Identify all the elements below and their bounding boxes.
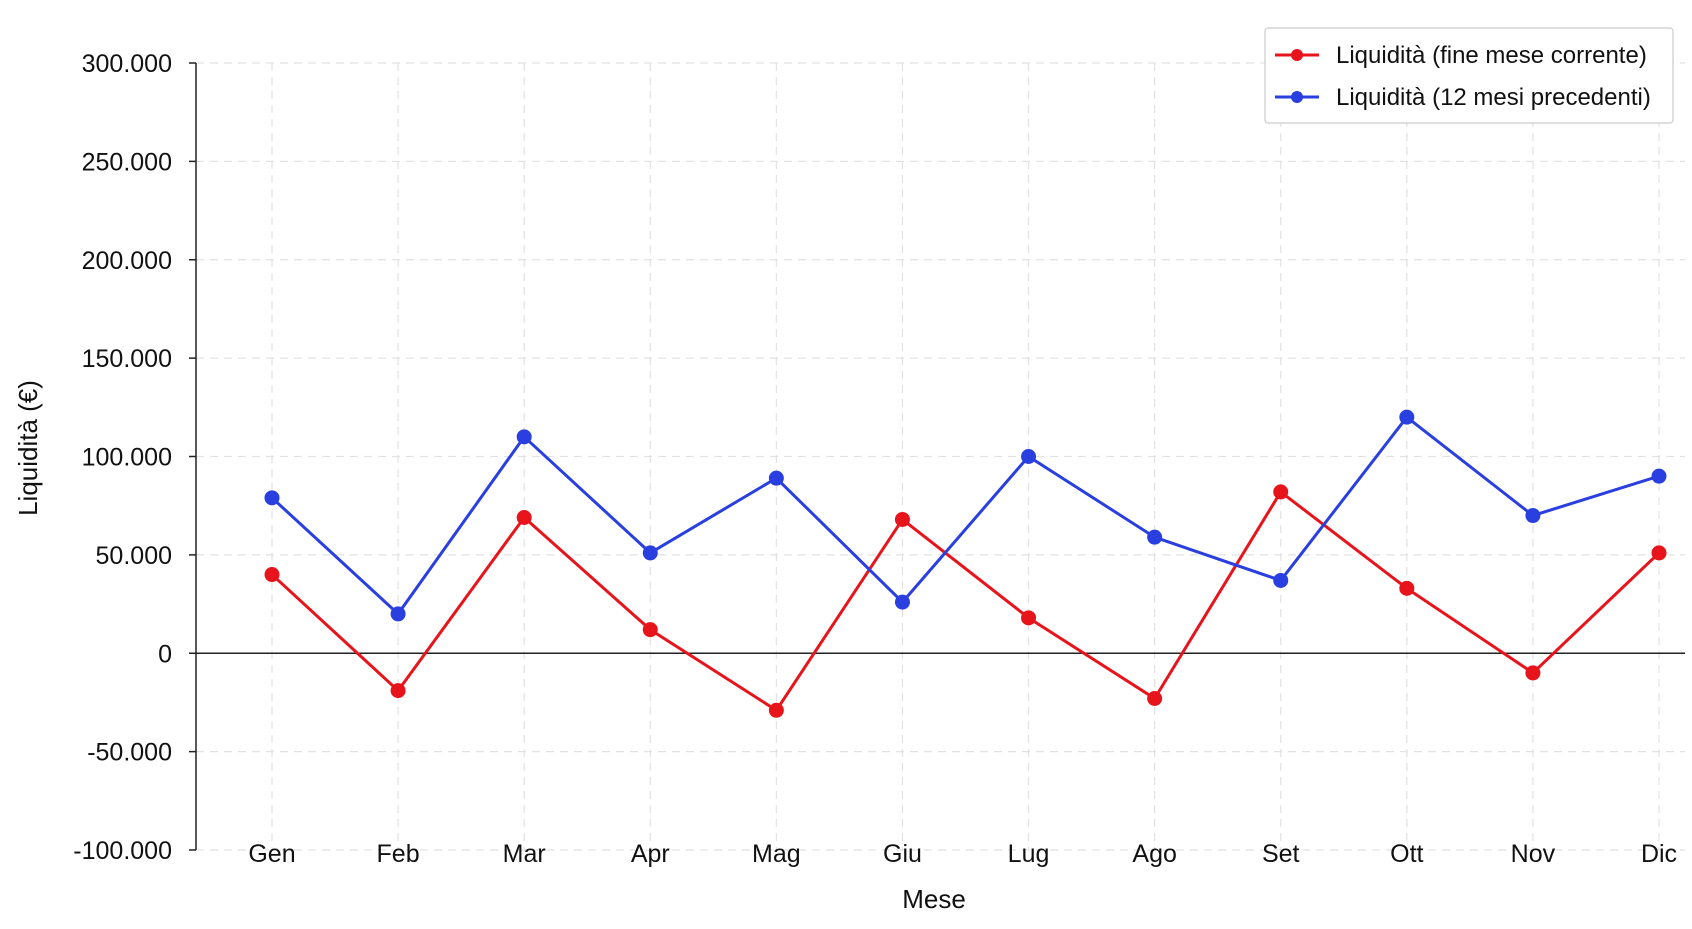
- data-point: [894, 511, 910, 527]
- legend-swatch-marker: [1291, 49, 1303, 61]
- data-point: [1525, 665, 1541, 681]
- data-point: [264, 490, 280, 506]
- data-point: [1021, 610, 1037, 626]
- series-layer: [264, 409, 1667, 718]
- y-tick-label: 50.000: [96, 542, 172, 570]
- data-point: [1273, 572, 1289, 588]
- x-tick-label: Ott: [1390, 840, 1423, 868]
- data-point: [768, 702, 784, 718]
- x-tick-label: Lug: [1008, 840, 1050, 868]
- y-tick-label: 100.000: [82, 444, 172, 472]
- x-tick-label: Mar: [503, 840, 546, 868]
- data-point: [1147, 691, 1163, 707]
- legend-box: [1264, 27, 1674, 124]
- x-tick-label: Ago: [1132, 840, 1176, 868]
- data-point: [768, 470, 784, 486]
- legend-item-0: Liquidità (fine mese corrente): [1275, 42, 1647, 69]
- data-point: [1399, 409, 1415, 425]
- legend-label: Liquidità (12 mesi precedenti): [1336, 84, 1651, 111]
- x-tick-label: Nov: [1511, 840, 1556, 868]
- data-point: [390, 606, 406, 622]
- data-point: [516, 429, 532, 445]
- legend-swatch-marker: [1291, 91, 1303, 103]
- data-point: [390, 683, 406, 699]
- y-tick-label: 0: [158, 640, 172, 668]
- y-tick-label: -50.000: [87, 739, 172, 767]
- x-tick-label: Apr: [631, 840, 670, 868]
- y-tick-label: -100.000: [73, 837, 172, 865]
- y-axis-title: Liquidità (€): [13, 380, 43, 516]
- data-point: [1021, 449, 1037, 464]
- legend-label: Liquidità (fine mese corrente): [1336, 42, 1647, 69]
- x-tick-label: Gen: [248, 840, 295, 868]
- data-point: [1147, 529, 1163, 545]
- legend: Liquidità (fine mese corrente) Liquidità …: [1264, 27, 1674, 124]
- data-point: [642, 545, 658, 561]
- data-point: [516, 509, 532, 525]
- data-point: [1651, 468, 1667, 484]
- data-point: [1651, 545, 1667, 561]
- y-tick-label: 150.000: [82, 345, 172, 373]
- x-tick-label: Mag: [752, 840, 801, 868]
- series-line-0: [270, 490, 1661, 712]
- series-1: [264, 409, 1667, 622]
- x-axis-ticks: Gen Feb Mar Apr Mag Giu Lug Ago Set Ott Nov Dic: [248, 840, 1677, 868]
- legend-item-1: Liquidità (12 mesi precedenti): [1275, 84, 1651, 111]
- y-tick-label: 300.000: [82, 50, 172, 78]
- data-point: [1273, 484, 1289, 500]
- y-tick-label: 200.000: [82, 247, 172, 275]
- data-point: [894, 594, 910, 610]
- x-tick-label: Set: [1262, 840, 1300, 868]
- data-point: [642, 622, 658, 638]
- series-0: [264, 484, 1667, 718]
- x-axis-title: Mese: [902, 884, 966, 914]
- data-point: [1525, 508, 1541, 524]
- grid-lines: [196, 62, 1685, 851]
- data-point: [1399, 580, 1415, 596]
- data-point: [264, 567, 280, 583]
- x-tick-label: Giu: [883, 840, 922, 868]
- y-tick-label: 250.000: [82, 148, 172, 176]
- x-tick-label: Dic: [1641, 840, 1677, 868]
- x-tick-label: Feb: [377, 840, 420, 868]
- y-axis-ticks: -100.000 -50.000 0 50.000 100.000 150.000 200.…: [73, 50, 196, 865]
- series-line-1: [270, 415, 1660, 616]
